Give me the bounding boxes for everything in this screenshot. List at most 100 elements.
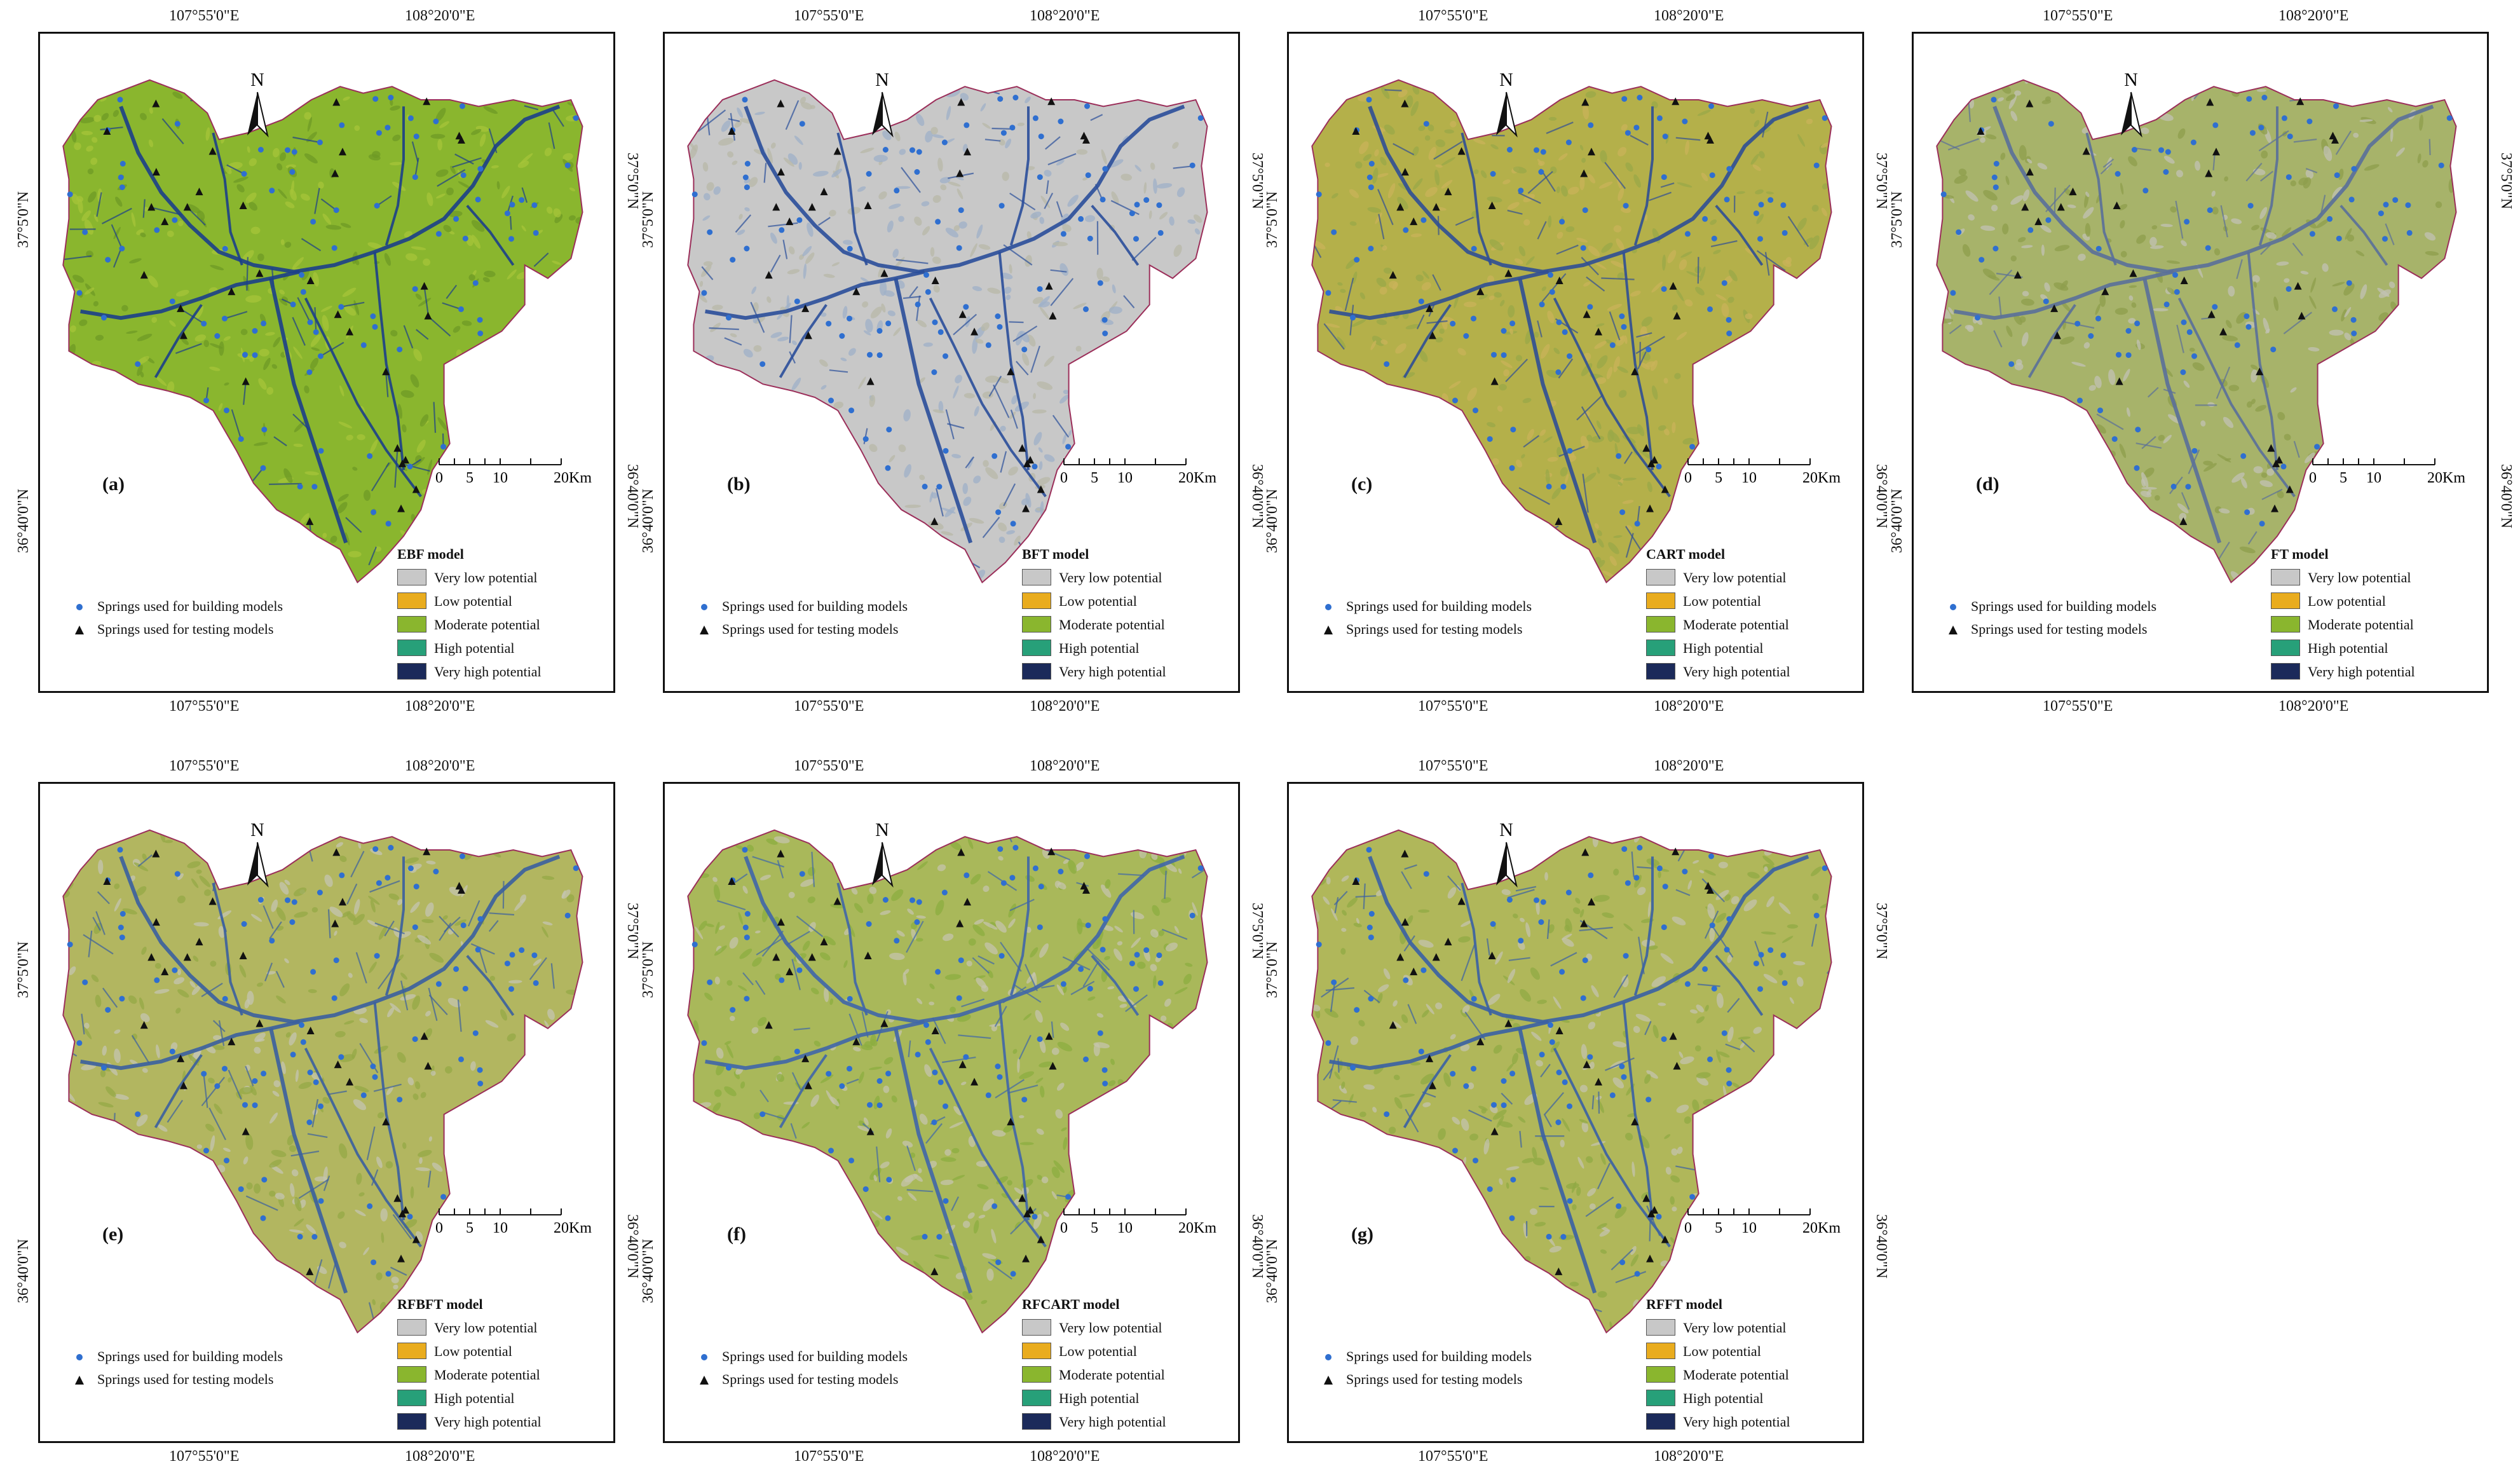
black-triangle-icon — [1324, 626, 1333, 634]
testing-spring-marker — [152, 849, 160, 858]
building-spring-marker — [174, 871, 180, 877]
building-spring-marker — [2088, 333, 2094, 339]
testing-spring-marker — [1401, 99, 1409, 107]
building-spring-marker — [796, 967, 803, 973]
building-spring-marker — [799, 871, 805, 877]
testing-spring-marker — [103, 877, 111, 885]
building-spring-marker — [257, 897, 264, 903]
building-spring-marker — [1471, 315, 1476, 322]
right-latitude-label: 37°5'0"N — [1873, 153, 1890, 210]
testing-spring-marker — [1595, 1078, 1603, 1086]
legend-swatch — [1646, 592, 1675, 609]
building-spring-marker — [882, 147, 889, 153]
building-spring-marker — [2392, 197, 2399, 203]
testing-spring-marker — [306, 276, 315, 284]
building-spring-marker — [241, 171, 247, 177]
building-spring-marker — [1711, 235, 1717, 242]
building-spring-marker — [2186, 329, 2193, 335]
building-spring-marker — [991, 1203, 998, 1209]
building-spring-marker — [1085, 922, 1091, 929]
building-spring-marker — [2045, 217, 2052, 223]
testing-spring-marker — [1490, 1127, 1499, 1135]
legend-swatch — [397, 616, 426, 633]
building-spring-marker — [964, 872, 970, 879]
building-spring-marker — [922, 483, 928, 489]
building-spring-marker — [1509, 320, 1516, 327]
building-spring-marker — [412, 286, 418, 292]
testing-spring-marker — [255, 269, 264, 277]
building-spring-marker — [338, 1054, 344, 1060]
testing-spring-marker — [179, 1081, 187, 1090]
building-spring-marker — [744, 245, 750, 252]
building-spring-marker — [2348, 196, 2355, 203]
building-spring-marker — [224, 407, 229, 414]
building-spring-marker — [374, 203, 380, 209]
scale-tick-label: 5 — [1715, 470, 1722, 486]
building-spring-marker — [222, 245, 228, 252]
building-spring-marker — [1463, 333, 1469, 339]
testing-spring-marker — [2057, 203, 2065, 211]
testing-spring-marker — [1037, 485, 1045, 493]
building-spring-marker — [1707, 306, 1713, 312]
legend-label: Moderate potential — [1683, 1367, 1789, 1383]
testing-spring-marker — [931, 276, 939, 284]
building-spring-marker — [932, 1069, 938, 1076]
legend-label: High potential — [2308, 640, 2388, 656]
building-spring-marker — [1102, 916, 1108, 922]
building-spring-marker — [376, 880, 382, 886]
building-spring-marker — [407, 865, 414, 872]
testing-spring-marker — [804, 331, 812, 339]
building-spring-marker — [531, 202, 538, 209]
testing-spring-marker — [147, 953, 156, 961]
building-spring-marker — [847, 996, 853, 1002]
building-spring-marker — [311, 1234, 318, 1240]
building-spring-marker — [2074, 320, 2081, 327]
building-spring-marker — [1708, 103, 1714, 109]
building-spring-marker — [1350, 315, 1356, 321]
building-spring-marker — [847, 315, 852, 322]
building-spring-marker — [1559, 969, 1565, 975]
potential-surface — [63, 79, 583, 583]
right-latitude-label: 37°5'0"N — [1873, 903, 1890, 960]
panel-letter: (g) — [1351, 1224, 1373, 1245]
legend-label: Moderate potential — [1683, 617, 1789, 633]
building-spring-marker — [290, 301, 296, 308]
building-spring-marker — [2191, 448, 2198, 454]
building-spring-marker — [885, 1071, 892, 1077]
building-spring-marker — [876, 352, 883, 359]
building-spring-marker — [1757, 236, 1763, 242]
testing-spring-marker — [1037, 1235, 1045, 1243]
building-spring-marker — [2125, 328, 2132, 334]
building-spring-marker — [333, 957, 339, 964]
building-spring-marker — [991, 453, 998, 459]
building-spring-marker — [828, 397, 834, 404]
scale-tick-label: 20 — [1802, 470, 1818, 486]
building-spring-marker — [707, 979, 713, 985]
building-spring-marker — [2336, 235, 2342, 242]
building-spring-marker — [1087, 235, 1093, 242]
building-spring-marker — [742, 847, 748, 853]
panel-letter: (a) — [102, 474, 125, 495]
testing-spring-marker — [1007, 1118, 1015, 1126]
building-spring-marker — [759, 1111, 766, 1118]
building-spring-marker — [1711, 985, 1717, 992]
building-spring-marker — [1726, 317, 1732, 323]
building-spring-marker — [922, 1233, 928, 1240]
scale-tick-label: 5 — [1715, 1220, 1722, 1236]
building-spring-marker — [372, 846, 379, 852]
building-spring-marker — [477, 317, 483, 323]
building-spring-marker — [2406, 229, 2413, 236]
building-spring-marker — [360, 342, 367, 348]
building-spring-marker — [307, 319, 313, 325]
testing-spring-marker — [455, 132, 463, 140]
building-spring-marker — [956, 995, 962, 1001]
right-latitude-label: 36°40'0"N — [1249, 1214, 1265, 1279]
building-spring-marker — [1548, 272, 1553, 278]
scale-tick-label: 0 — [1684, 470, 1692, 486]
building-spring-marker — [1509, 465, 1515, 471]
building-spring-marker — [1032, 115, 1039, 121]
building-spring-marker — [985, 1092, 991, 1098]
north-arrow-icon: N — [247, 819, 269, 888]
building-spring-marker — [1822, 115, 1828, 121]
bottom-longitude-label: 107°55'0"E — [1418, 698, 1488, 715]
